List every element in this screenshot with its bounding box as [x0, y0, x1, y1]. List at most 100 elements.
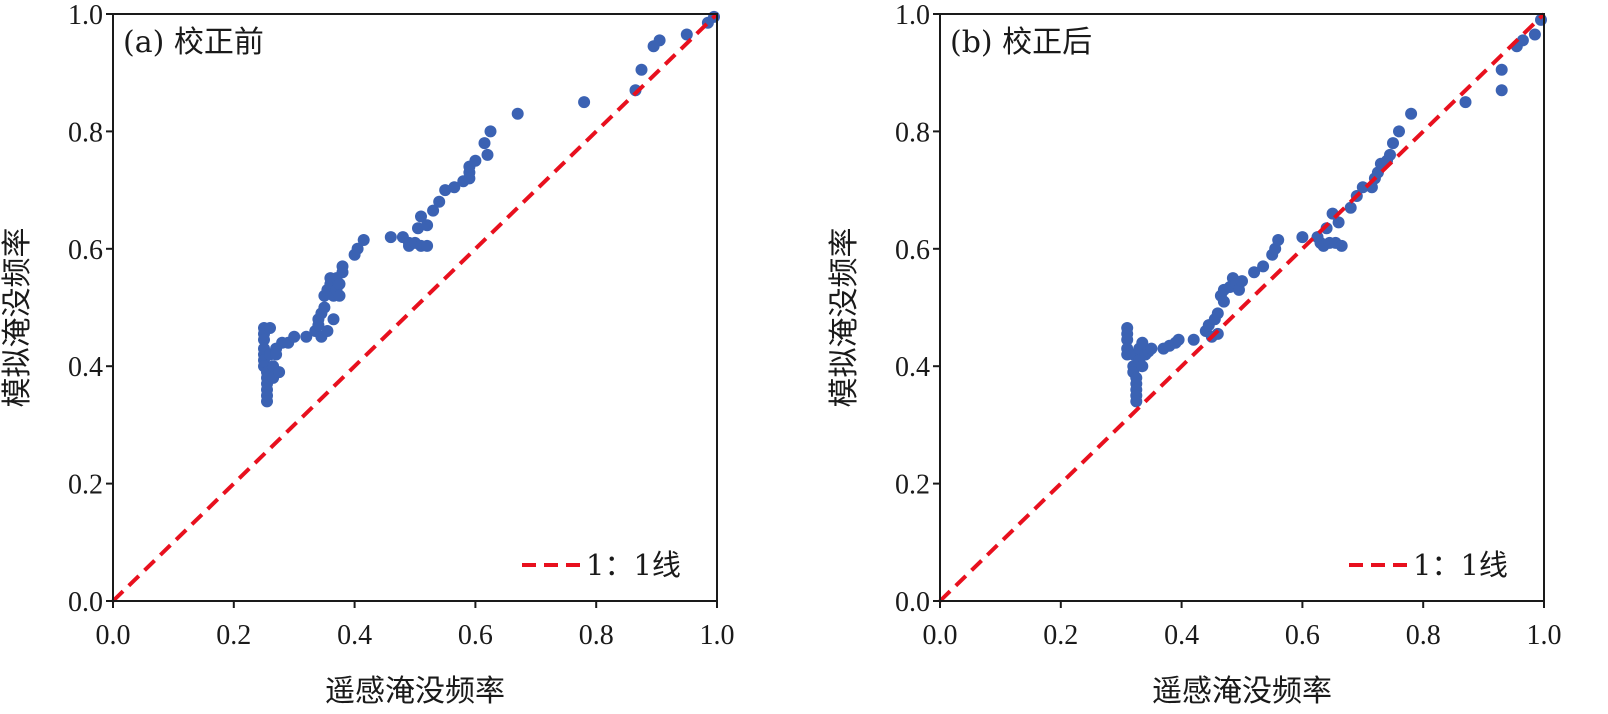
y-tick-label-b-5: 1.0: [895, 0, 930, 31]
x-tick-label-b-5: 1.0: [1527, 620, 1562, 651]
data-point-b-71: [1528, 28, 1541, 41]
data-point-a-26: [312, 319, 325, 332]
plot-frame-a: [112, 13, 718, 602]
y-tick-label-b-0: 0.0: [895, 587, 930, 618]
y-tick-label-b-1: 0.2: [895, 470, 930, 501]
data-point-b-15: [1136, 360, 1149, 373]
y-tick-label-b-4: 0.8: [895, 117, 930, 148]
y-tick-label-a-2: 0.4: [68, 352, 103, 383]
data-point-a-68: [511, 107, 524, 120]
y-tick-label-b-3: 0.6: [895, 235, 930, 266]
legend-label-b: 1：1线: [1413, 548, 1508, 582]
data-point-b-62: [1384, 148, 1396, 161]
plot-frame-b: [939, 13, 1545, 602]
y-ticks-a: 0.0 0.2 0.4 0.6 0.8 1.0: [68, 0, 113, 618]
data-point-a-42: [336, 260, 349, 273]
y-tick-label-b-2: 0.4: [895, 352, 930, 383]
data-point-a-67: [484, 125, 497, 138]
scatter-points-b: [1121, 13, 1547, 408]
data-point-a-44: [351, 242, 364, 255]
data-point-a-52: [421, 239, 434, 252]
x-tick-label-a-5: 1.0: [700, 620, 735, 651]
data-point-a-40: [333, 289, 346, 302]
x-tick-label-a-2: 0.4: [337, 620, 372, 651]
x-tick-label-a-3: 0.6: [458, 620, 493, 651]
data-point-b-39: [1248, 266, 1261, 279]
x-ticks-a: 0.0 0.2 0.4 0.6 0.8 1.0: [96, 601, 735, 651]
data-point-b-29: [1211, 307, 1224, 320]
x-tick-label-b-2: 0.4: [1164, 620, 1199, 651]
data-point-b-44: [1296, 231, 1309, 244]
data-point-b-56: [1356, 181, 1369, 194]
panel-title-a: (a) 校正前: [123, 25, 264, 60]
data-point-a-57: [433, 195, 446, 208]
data-point-a-55: [421, 219, 434, 232]
x-tick-label-a-0: 0.0: [96, 620, 131, 651]
x-axis-title-a: 遥感淹没频率: [325, 674, 505, 709]
legend-a: 1：1线: [522, 548, 681, 582]
x-tick-label-b-0: 0.0: [923, 620, 958, 651]
data-point-a-54: [415, 210, 427, 223]
data-point-a-65: [478, 137, 491, 150]
data-point-b-64: [1393, 125, 1405, 138]
data-point-a-22: [288, 330, 301, 343]
data-point-b-16: [1136, 336, 1149, 349]
reference-line-b: [938, 12, 1546, 603]
x-tick-label-b-3: 0.6: [1285, 620, 1320, 651]
y-tick-label-a-0: 0.0: [68, 587, 103, 618]
x-tick-label-a-4: 0.8: [579, 620, 614, 651]
scatter-points-a: [258, 10, 720, 408]
y-axis-title-a: 模拟淹没频率: [0, 228, 35, 408]
panel-b: 0.0 0.2 0.4 0.6 0.8 1.0 0.0 0.2 0.4 0.6 0.8 1.0 (b…: [827, 0, 1562, 709]
data-point-a-13: [264, 322, 276, 334]
data-point-b-23: [1172, 333, 1185, 346]
data-point-a-19: [273, 366, 286, 379]
x-tick-label-b-1: 0.2: [1043, 620, 1078, 651]
legend-label-a: 1：1线: [586, 548, 681, 582]
data-point-b-67: [1495, 84, 1508, 97]
data-point-b-38: [1236, 275, 1248, 288]
data-point-a-23: [300, 330, 313, 343]
data-point-b-12: [1130, 395, 1143, 408]
data-point-b-40: [1257, 260, 1270, 273]
data-point-a-12: [261, 395, 273, 408]
data-point-b-68: [1495, 63, 1508, 76]
data-point-a-36: [327, 313, 340, 326]
data-point-b-2: [1121, 333, 1134, 346]
data-point-b-54: [1344, 201, 1357, 214]
data-point-b-70: [1516, 34, 1529, 47]
data-point-b-65: [1405, 107, 1418, 120]
x-ticks-b: 0.0 0.2 0.4 0.6 0.8 1.0: [923, 601, 1562, 651]
data-point-a-45: [357, 234, 370, 246]
panel-title-b: (b) 校正后: [950, 25, 1092, 60]
data-point-a-69: [578, 96, 591, 109]
data-point-a-59: [448, 181, 461, 194]
y-tick-label-a-3: 0.6: [68, 235, 103, 266]
y-tick-label-a-5: 1.0: [68, 0, 103, 31]
panel-a: 0.0 0.2 0.4 0.6 0.8 1.0 0.0 0.2 0.4 0.6 0.8 1.0 (a…: [0, 0, 735, 709]
data-point-a-73: [653, 34, 666, 47]
data-point-b-43: [1272, 234, 1285, 246]
data-point-a-70: [629, 84, 642, 97]
x-tick-label-b-4: 0.8: [1406, 620, 1441, 651]
y-tick-label-a-1: 0.2: [68, 470, 103, 501]
x-tick-label-a-1: 0.2: [216, 620, 251, 651]
data-point-b-66: [1459, 96, 1472, 109]
data-point-a-29: [318, 301, 331, 314]
data-point-b-50: [1335, 239, 1348, 252]
data-point-a-32: [321, 325, 334, 337]
y-ticks-b: 0.0 0.2 0.4 0.6 0.8 1.0: [895, 0, 940, 618]
data-point-b-19: [1145, 342, 1158, 355]
reference-line-a: [111, 12, 719, 603]
data-point-b-32: [1217, 295, 1230, 308]
data-point-a-18: [270, 348, 283, 361]
data-point-a-46: [384, 231, 397, 244]
data-point-b-24: [1187, 333, 1200, 346]
data-point-b-53: [1332, 216, 1345, 229]
data-point-a-2: [258, 333, 270, 346]
data-point-a-64: [469, 154, 482, 167]
data-point-b-51: [1320, 222, 1333, 235]
x-axis-title-b: 遥感淹没频率: [1152, 674, 1332, 709]
legend-b: 1：1线: [1349, 548, 1508, 582]
data-point-a-58: [439, 184, 452, 197]
